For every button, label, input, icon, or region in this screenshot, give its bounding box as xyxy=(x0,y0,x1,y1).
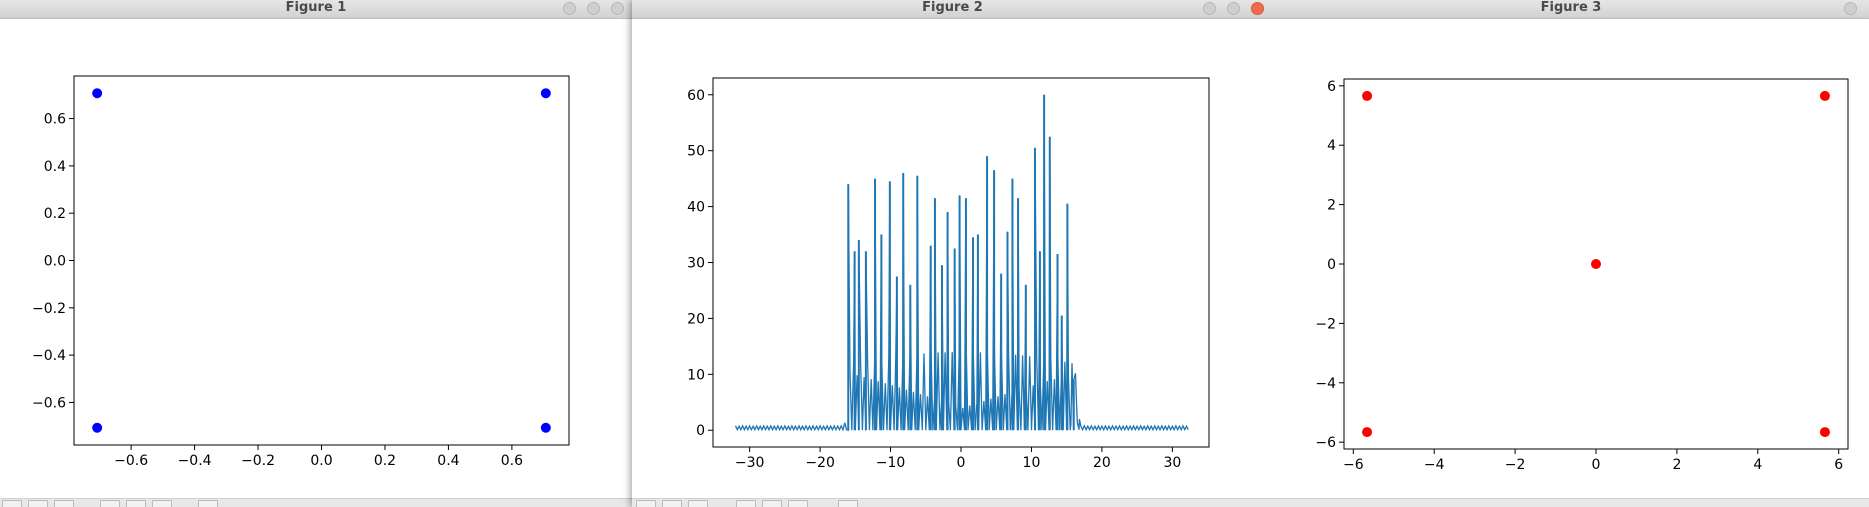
y-tick-label: −0.6 xyxy=(32,395,66,411)
scatter-point xyxy=(540,422,551,433)
back-button[interactable] xyxy=(662,500,682,507)
home-button[interactable] xyxy=(636,500,656,507)
scatter-point xyxy=(1819,90,1830,101)
y-tick-label: 2 xyxy=(1327,198,1336,214)
configure-button[interactable] xyxy=(152,500,172,507)
x-tick-label: 0.4 xyxy=(437,453,459,469)
figure-3-window: Figure 3 −6 −4 −2 0 2 4 6 −6 −4 −2 0 2 4 6 xyxy=(1273,0,1869,507)
x-tick-label: −10 xyxy=(876,455,906,471)
x-tick-label: −6 xyxy=(1343,457,1364,473)
figure-3-toolbar xyxy=(1273,498,1869,507)
scatter-point xyxy=(92,88,103,99)
axes: −0.6 −0.4 −0.2 0.0 0.2 0.4 0.6 −0.6 −0.4 −0.2 0.0 0… xyxy=(32,75,570,469)
x-tick-label: −0.2 xyxy=(241,453,275,469)
configure-button[interactable] xyxy=(788,500,808,507)
figure-3-title: Figure 3 xyxy=(1540,0,1602,15)
figure-1-window: Figure 1 −0.6 −0.4 −0.2 0.0 0.2 0.4 0.6 −0.6 −0.… xyxy=(0,0,632,507)
minimize-button[interactable] xyxy=(563,2,576,15)
y-tick-label: −2 xyxy=(1315,316,1336,332)
y-tick-label: 4 xyxy=(1327,138,1336,154)
y-tick-label: 10 xyxy=(687,367,705,383)
y-tick-label: −4 xyxy=(1315,376,1336,392)
x-tick-label: 0.6 xyxy=(501,453,523,469)
figure-2-toolbar xyxy=(632,498,1273,507)
pan-button[interactable] xyxy=(100,500,120,507)
zoom-button[interactable] xyxy=(762,500,782,507)
y-tick-label: −0.2 xyxy=(32,301,66,317)
y-tick-label: 0.2 xyxy=(44,206,66,222)
y-tick-label: 30 xyxy=(687,256,705,272)
zoom-button[interactable] xyxy=(126,500,146,507)
y-tick-label: 50 xyxy=(687,144,705,160)
pan-button[interactable] xyxy=(736,500,756,507)
x-tick-label: 0.0 xyxy=(310,453,332,469)
forward-button[interactable] xyxy=(688,500,708,507)
x-tick-label: 30 xyxy=(1163,455,1181,471)
close-button[interactable] xyxy=(1251,2,1264,15)
save-button[interactable] xyxy=(198,500,218,507)
x-tick-label: 0.2 xyxy=(374,453,396,469)
x-tick-label: −4 xyxy=(1424,457,1445,473)
close-button[interactable] xyxy=(611,2,624,15)
x-tick-label: 20 xyxy=(1093,455,1111,471)
home-button[interactable] xyxy=(2,500,22,507)
x-tick-label: 0 xyxy=(957,455,966,471)
maximize-button[interactable] xyxy=(587,2,600,15)
y-tick-label: −6 xyxy=(1315,435,1336,451)
figure-2-window: Figure 2 −30 −20 −10 0 10 20 30 0 10 20 30 40 50 60 xyxy=(632,0,1273,507)
scatter-point xyxy=(1591,259,1601,269)
y-tick-label: 0.6 xyxy=(44,112,66,128)
x-tick-label: 10 xyxy=(1023,455,1041,471)
figure-1-title: Figure 1 xyxy=(285,0,347,15)
y-tick-label: 0 xyxy=(1327,257,1336,273)
x-tick-label: 4 xyxy=(1753,457,1762,473)
figure-1-toolbar xyxy=(0,498,632,507)
figure-3-titlebar[interactable]: Figure 3 xyxy=(1273,0,1869,19)
axes: −6 −4 −2 0 2 4 6 −6 −4 −2 0 2 4 6 xyxy=(1315,78,1849,473)
scatter-point xyxy=(1819,427,1830,438)
y-tick-label: 0.4 xyxy=(44,159,66,175)
axes: −30 −20 −10 0 10 20 30 0 10 20 30 40 50 60 xyxy=(687,77,1210,471)
scatter-point xyxy=(1362,90,1373,101)
x-tick-label: 6 xyxy=(1834,457,1843,473)
y-tick-label: 6 xyxy=(1327,79,1336,95)
figure-2-plot: −30 −20 −10 0 10 20 30 0 10 20 30 40 50 60 xyxy=(687,77,1210,471)
figure-1-plot: −0.6 −0.4 −0.2 0.0 0.2 0.4 0.6 −0.6 −0.4 −0.2 0.0 0… xyxy=(32,75,570,469)
y-tick-label: 60 xyxy=(687,88,705,104)
figure-3-plot: −6 −4 −2 0 2 4 6 −6 −4 −2 0 2 4 6 xyxy=(1315,78,1849,473)
axes-frame xyxy=(73,75,570,446)
close-button[interactable] xyxy=(1844,2,1857,15)
x-tick-label: 0 xyxy=(1592,457,1601,473)
scatter-point xyxy=(1362,427,1373,438)
figure-2-titlebar[interactable]: Figure 2 xyxy=(632,0,1273,19)
y-tick-label: 20 xyxy=(687,311,705,327)
y-tick-label: 0.0 xyxy=(44,254,66,270)
scatter-point xyxy=(540,88,551,99)
y-tick-label: −0.4 xyxy=(32,348,66,364)
x-tick-label: −20 xyxy=(805,455,835,471)
forward-button[interactable] xyxy=(54,500,74,507)
scatter-point xyxy=(92,422,103,433)
x-tick-label: −0.4 xyxy=(178,453,212,469)
series-line xyxy=(734,94,1189,432)
x-tick-label: 2 xyxy=(1672,457,1681,473)
figure-2-title: Figure 2 xyxy=(922,0,983,15)
minimize-button[interactable] xyxy=(1203,2,1216,15)
x-tick-label: −0.6 xyxy=(114,453,148,469)
y-tick-label: 40 xyxy=(687,200,705,216)
x-tick-label: −30 xyxy=(735,455,765,471)
back-button[interactable] xyxy=(28,500,48,507)
x-tick-label: −2 xyxy=(1505,457,1526,473)
maximize-button[interactable] xyxy=(1227,2,1240,15)
figure-1-titlebar[interactable]: Figure 1 xyxy=(0,0,632,19)
y-tick-label: 0 xyxy=(696,423,705,439)
save-button[interactable] xyxy=(838,500,858,507)
